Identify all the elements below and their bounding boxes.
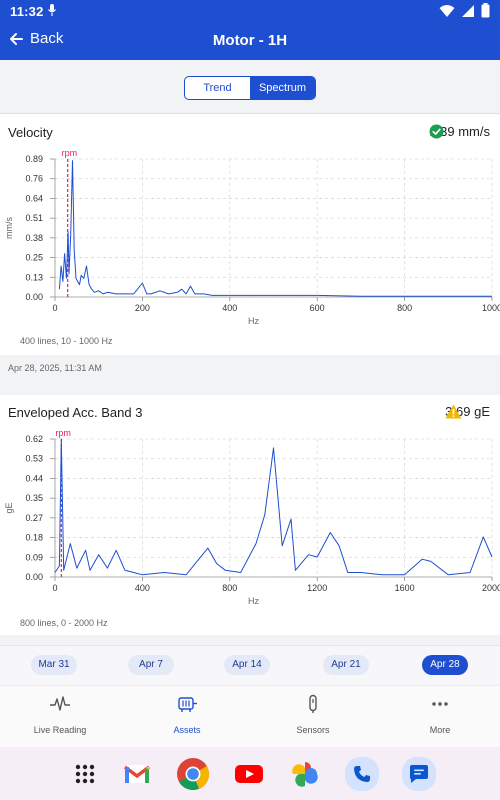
date-chip-selected[interactable]: Apr 28 — [422, 655, 468, 675]
arrow-left-icon — [10, 32, 23, 45]
signal-icon — [462, 4, 474, 17]
x-tick-label: 200 — [135, 303, 150, 313]
y-axis-label: gE — [4, 502, 14, 513]
enveloped-title: Enveloped Acc. Band 3 — [8, 405, 143, 420]
x-tick-label: 800 — [397, 303, 412, 313]
x-tick-label: 800 — [222, 583, 237, 593]
messages-icon[interactable] — [402, 757, 436, 791]
y-tick-label: 0.09 — [25, 552, 43, 562]
y-tick-label: 0.89 — [25, 154, 43, 164]
x-tick-label: 1600 — [395, 583, 415, 593]
more-icon — [432, 702, 448, 706]
x-axis-label: Hz — [248, 596, 259, 606]
wifi-icon — [439, 4, 455, 17]
phone-icon[interactable] — [345, 757, 379, 791]
chrome-icon[interactable] — [176, 757, 210, 791]
nav-label: Sensors — [296, 725, 330, 735]
status-time: 11:32 — [10, 4, 44, 19]
status-bar: 11:32 — [0, 0, 500, 22]
date-chip[interactable]: Apr 21 — [323, 655, 369, 675]
y-tick-label: 0.25 — [25, 253, 43, 263]
y-tick-label: 0.51 — [25, 213, 43, 223]
velocity-series-line — [58, 160, 492, 297]
bottom-nav: Live Reading Assets Sensors More — [0, 685, 500, 747]
back-label: Back — [30, 30, 64, 47]
nav-label: More — [429, 725, 451, 735]
nav-more[interactable]: More — [390, 694, 490, 735]
date-chip[interactable]: Apr 7 — [128, 655, 174, 675]
y-tick-label: 0.13 — [25, 272, 43, 282]
y-tick-label: 0.38 — [25, 233, 43, 243]
y-tick-label: 0.27 — [25, 513, 43, 523]
y-tick-label: 0.35 — [25, 493, 43, 503]
date-chip[interactable]: Apr 14 — [224, 655, 270, 675]
enveloped-chart: 0.00 0.09 0.18 0.27 0.35 0.44 0.53 0.62 0 400 800 1… — [4, 428, 500, 606]
app-bar: Back Motor - 1H — [0, 22, 500, 60]
y-tick-label: 0.00 — [25, 572, 43, 582]
nav-label: Live Reading — [33, 725, 87, 735]
x-tick-label: 0 — [52, 583, 57, 593]
x-tick-label: 1200 — [307, 583, 327, 593]
enveloped-panel: Enveloped Acc. Band 3 3.69 gE 0.00 0.09 0.… — [0, 395, 500, 635]
x-tick-label: 0 — [52, 303, 57, 313]
enveloped-series-line — [54, 438, 493, 576]
x-axis-label: Hz — [248, 316, 259, 326]
x-tick-label: 400 — [222, 303, 237, 313]
view-toggle: Trend Spectrum — [184, 76, 316, 100]
y-tick-label: 0.00 — [25, 292, 43, 302]
back-button[interactable]: Back — [8, 30, 63, 47]
x-tick-label: 1000 — [482, 303, 500, 313]
nav-sensors[interactable]: Sensors — [263, 694, 363, 735]
nav-assets[interactable]: Assets — [137, 694, 237, 735]
rpm-marker-label: rpm — [62, 148, 78, 158]
apps-icon[interactable] — [70, 759, 100, 789]
page-title: Motor - 1H — [212, 32, 288, 49]
velocity-value: 1.39 mm/s — [429, 124, 490, 139]
check-circle-icon — [429, 124, 444, 139]
tab-spectrum[interactable]: Spectrum — [250, 77, 315, 99]
mic-icon — [47, 3, 57, 20]
date-chip[interactable]: Mar 31 — [31, 655, 77, 675]
y-tick-label: 0.18 — [25, 533, 43, 543]
warning-icon — [445, 404, 462, 419]
y-tick-label: 0.62 — [25, 434, 43, 444]
sensor-icon — [309, 694, 317, 713]
motor-icon — [178, 697, 197, 712]
gmail-icon[interactable] — [122, 759, 152, 789]
tab-trend[interactable]: Trend — [203, 82, 232, 94]
velocity-chart: 0.00 0.13 0.25 0.38 0.51 0.64 0.76 0.89 0 200 400 6… — [4, 148, 500, 326]
x-tick-label: 400 — [135, 583, 150, 593]
youtube-icon[interactable] — [234, 759, 264, 789]
x-tick-label: 2000 — [482, 583, 500, 593]
velocity-footnote: 400 lines, 10 - 1000 Hz — [20, 336, 113, 346]
velocity-timestamp: Apr 28, 2025, 11:31 AM — [8, 363, 102, 373]
nav-label: Assets — [173, 725, 201, 735]
date-selector: Mar 31 Apr 7 Apr 14 Apr 21 Apr 28 — [0, 645, 500, 685]
velocity-title: Velocity — [8, 125, 53, 140]
android-dock — [0, 747, 500, 800]
y-tick-label: 0.64 — [25, 193, 43, 203]
pulse-icon — [50, 696, 70, 711]
y-axis-label: mm/s — [4, 217, 14, 239]
photos-icon[interactable] — [290, 759, 320, 789]
enveloped-footnote: 800 lines, 0 - 2000 Hz — [20, 618, 108, 628]
y-tick-label: 0.44 — [25, 473, 43, 483]
x-tick-label: 600 — [310, 303, 325, 313]
velocity-panel: Velocity 1.39 mm/s 0.00 0.13 0.25 0.38 0.51 0… — [0, 115, 500, 355]
y-tick-label: 0.53 — [25, 454, 43, 464]
nav-live-reading[interactable]: Live Reading — [10, 694, 110, 735]
y-tick-label: 0.76 — [25, 174, 43, 184]
rpm-marker-label: rpm — [55, 428, 71, 438]
battery-icon — [481, 3, 490, 18]
